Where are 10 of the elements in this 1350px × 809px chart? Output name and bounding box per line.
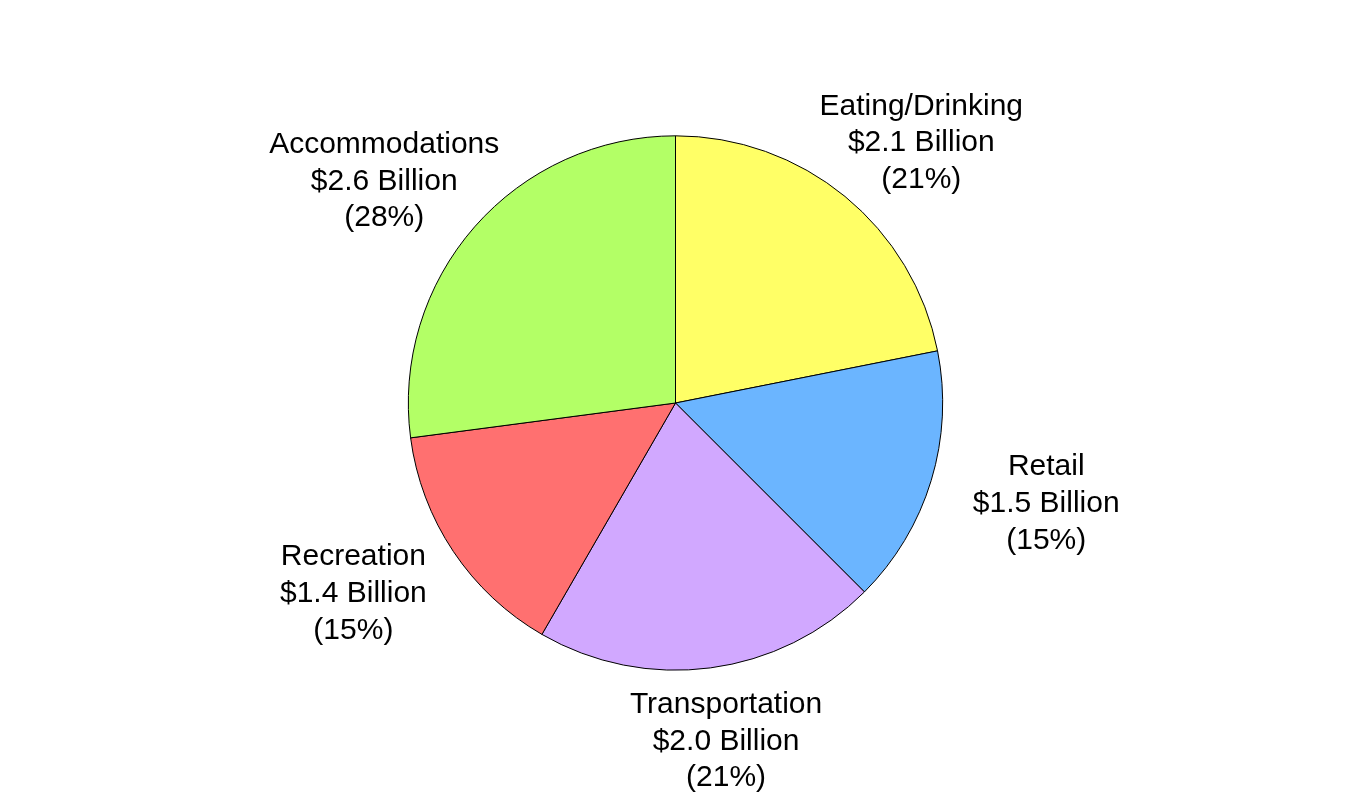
slice-label: Transportation: [629, 686, 823, 720]
data-label: $2.1 Billion (21%): [847, 124, 995, 194]
slice-label: Retail: [1007, 448, 1085, 482]
data-label: $1.4 Billion (15%): [279, 575, 427, 645]
data-label: $2.0 Billion (21%): [652, 722, 800, 793]
slice-label: Accommodations: [269, 126, 500, 160]
slice-label: Recreation: [280, 538, 426, 572]
data-label: $1.5 Billion (15%): [972, 485, 1120, 555]
slice-label: Eating/Drinking: [819, 87, 1023, 121]
data-label: $2.6 Billion (28%): [310, 162, 458, 233]
